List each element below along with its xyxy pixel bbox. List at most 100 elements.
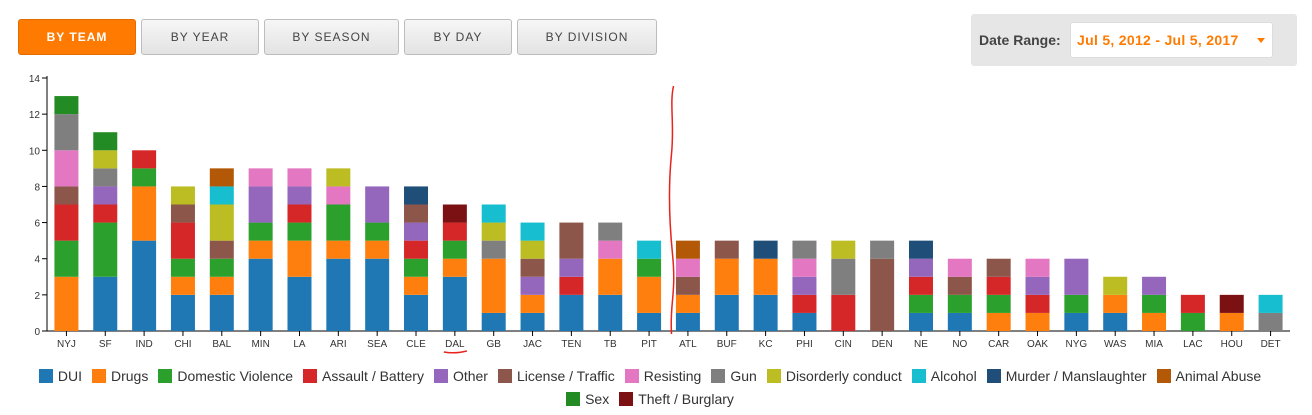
x-tick-label: OAK bbox=[1027, 339, 1048, 350]
legend-item: Sex bbox=[566, 391, 609, 407]
bar-segment bbox=[248, 168, 273, 187]
y-tick-label: 12 bbox=[29, 110, 41, 121]
bar-segment bbox=[1142, 294, 1167, 313]
legend-swatch bbox=[911, 369, 926, 383]
legend-swatch bbox=[433, 369, 448, 383]
tab-by-day[interactable]: BY DAY bbox=[404, 19, 512, 55]
bar-segment bbox=[170, 186, 195, 205]
legend-item: Theft / Burglary bbox=[619, 391, 734, 407]
bar-segment bbox=[1025, 312, 1050, 331]
bar-segment bbox=[1258, 312, 1283, 331]
bar-segment bbox=[248, 240, 273, 259]
bar-segment bbox=[520, 276, 545, 295]
bar-segment bbox=[442, 204, 467, 223]
legend-label: Other bbox=[452, 368, 488, 384]
x-tick-label: DAL bbox=[445, 339, 465, 350]
bar-segment bbox=[481, 204, 506, 223]
bar-segment bbox=[947, 258, 972, 277]
bar-segment bbox=[287, 276, 312, 331]
legend-label: Murder / Manslaughter bbox=[1005, 368, 1147, 384]
bar-segment bbox=[132, 240, 157, 331]
bar-segment bbox=[248, 186, 273, 223]
x-tick-label: BUF bbox=[717, 339, 737, 350]
bar-segment bbox=[1219, 294, 1244, 313]
legend-label: Assault / Battery bbox=[322, 368, 424, 384]
legend-item: Murder / Manslaughter bbox=[986, 368, 1147, 384]
legend-label: DUI bbox=[57, 368, 82, 384]
y-tick-label: 0 bbox=[34, 327, 40, 338]
bar-segment bbox=[404, 204, 429, 223]
bar-segment bbox=[714, 240, 739, 259]
legend-label: Alcohol bbox=[930, 368, 977, 384]
x-tick-label: CAR bbox=[988, 339, 1009, 350]
bar-segment bbox=[54, 276, 79, 331]
bar-segment bbox=[170, 204, 195, 223]
bar-segment bbox=[404, 240, 429, 259]
legend-item: Alcohol bbox=[911, 368, 977, 384]
bar-segment bbox=[520, 222, 545, 241]
date-range-picker[interactable]: Jul 5, 2012 - Jul 5, 2017 bbox=[1070, 22, 1273, 58]
tab-by-season[interactable]: BY SEASON bbox=[264, 19, 399, 55]
x-tick-label: CIN bbox=[835, 339, 852, 350]
legend-item: License / Traffic bbox=[497, 368, 615, 384]
bar-segment bbox=[559, 294, 584, 331]
bar-segment bbox=[248, 222, 273, 241]
x-tick-label: MIN bbox=[251, 339, 269, 350]
x-tick-label: DET bbox=[1261, 339, 1281, 350]
x-tick-label: ARI bbox=[330, 339, 347, 350]
legend-label: Domestic Violence bbox=[177, 368, 294, 384]
bar-segment bbox=[520, 240, 545, 259]
x-tick-label: KC bbox=[759, 339, 773, 350]
x-tick-label: BAL bbox=[212, 339, 231, 350]
bar-segment bbox=[170, 258, 195, 277]
tab-by-division[interactable]: BY DIVISION bbox=[517, 19, 657, 55]
x-tick-label: HOU bbox=[1221, 339, 1243, 350]
x-tick-label: ATL bbox=[679, 339, 697, 350]
bar-segment bbox=[831, 294, 856, 331]
bar-segment bbox=[908, 240, 933, 259]
legend-swatch bbox=[497, 369, 512, 383]
bar-segment bbox=[792, 312, 817, 331]
bar-segment bbox=[404, 186, 429, 205]
x-tick-label: GB bbox=[486, 339, 501, 350]
bar-segment bbox=[365, 186, 390, 223]
bar-segment bbox=[93, 150, 118, 169]
bar-segment bbox=[404, 222, 429, 241]
bar-segment bbox=[598, 222, 623, 241]
bar-segment bbox=[1025, 294, 1050, 313]
bar-segment bbox=[326, 258, 351, 331]
x-tick-label: NE bbox=[914, 339, 928, 350]
bar-segment bbox=[93, 276, 118, 331]
chart-legend: DUI Drugs Domestic Violence Assault / Batte… bbox=[20, 368, 1290, 407]
legend-item: Disorderly conduct bbox=[766, 368, 902, 384]
bar-segment bbox=[481, 258, 506, 313]
legend-label: Theft / Burglary bbox=[638, 391, 734, 407]
bar-segment bbox=[1103, 276, 1128, 295]
legend-item: Other bbox=[433, 368, 488, 384]
bar-segment bbox=[326, 186, 351, 205]
bar-segment bbox=[442, 240, 467, 259]
bar-segment bbox=[870, 240, 895, 259]
bar-segment bbox=[93, 222, 118, 277]
bar-segment bbox=[365, 240, 390, 259]
bar-segment bbox=[908, 258, 933, 277]
x-tick-label: SEA bbox=[367, 339, 387, 350]
bar-segment bbox=[986, 276, 1011, 295]
bar-segment bbox=[54, 114, 79, 151]
legend-label: Disorderly conduct bbox=[785, 368, 902, 384]
bar-segment bbox=[209, 240, 234, 259]
date-range-panel: Date Range: Jul 5, 2012 - Jul 5, 2017 bbox=[971, 14, 1297, 66]
bar-segment bbox=[792, 240, 817, 259]
bar-segment bbox=[365, 258, 390, 331]
bar-segment bbox=[54, 186, 79, 205]
legend-item: Animal Abuse bbox=[1156, 368, 1261, 384]
tab-by-team[interactable]: BY TEAM bbox=[18, 19, 136, 55]
x-tick-label: LA bbox=[293, 339, 306, 350]
bar-segment bbox=[1064, 258, 1089, 295]
x-tick-label: PHI bbox=[796, 339, 813, 350]
legend-swatch bbox=[303, 369, 318, 383]
tab-by-year[interactable]: BY YEAR bbox=[141, 19, 259, 55]
date-range-label: Date Range: bbox=[979, 32, 1061, 48]
bar-segment bbox=[1142, 312, 1167, 331]
bar-segment bbox=[132, 150, 157, 169]
